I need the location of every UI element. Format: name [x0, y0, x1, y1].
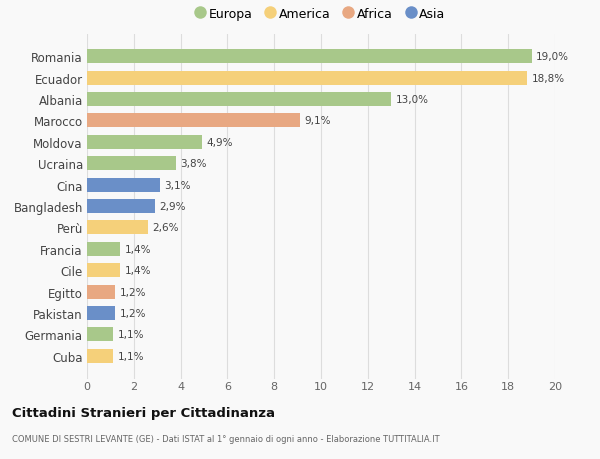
Text: 13,0%: 13,0%	[396, 95, 429, 105]
Legend: Europa, America, Africa, Asia: Europa, America, Africa, Asia	[197, 8, 445, 21]
Text: 19,0%: 19,0%	[536, 52, 569, 62]
Text: 1,1%: 1,1%	[118, 351, 144, 361]
Bar	[87, 135, 202, 150]
Bar	[87, 178, 160, 192]
Text: 2,6%: 2,6%	[152, 223, 179, 233]
Bar	[87, 349, 113, 363]
Text: 18,8%: 18,8%	[532, 73, 565, 84]
Bar	[87, 50, 532, 64]
Bar	[87, 328, 113, 341]
Text: COMUNE DI SESTRI LEVANTE (GE) - Dati ISTAT al 1° gennaio di ogni anno - Elaboraz: COMUNE DI SESTRI LEVANTE (GE) - Dati IST…	[12, 434, 440, 443]
Bar	[87, 285, 115, 299]
Bar	[87, 242, 120, 256]
Bar	[87, 200, 155, 213]
Text: 1,4%: 1,4%	[124, 244, 151, 254]
Bar	[87, 307, 115, 320]
Text: 3,1%: 3,1%	[164, 180, 191, 190]
Bar	[87, 263, 120, 278]
Bar	[87, 93, 391, 106]
Text: 1,4%: 1,4%	[124, 266, 151, 275]
Text: Cittadini Stranieri per Cittadinanza: Cittadini Stranieri per Cittadinanza	[12, 406, 275, 419]
Text: 3,8%: 3,8%	[181, 159, 207, 169]
Bar	[87, 114, 300, 128]
Text: 4,9%: 4,9%	[206, 138, 233, 147]
Bar	[87, 157, 176, 171]
Bar	[87, 72, 527, 85]
Text: 2,9%: 2,9%	[160, 202, 186, 212]
Text: 1,1%: 1,1%	[118, 330, 144, 340]
Text: 1,2%: 1,2%	[120, 308, 146, 319]
Bar	[87, 221, 148, 235]
Text: 9,1%: 9,1%	[305, 116, 331, 126]
Text: 1,2%: 1,2%	[120, 287, 146, 297]
